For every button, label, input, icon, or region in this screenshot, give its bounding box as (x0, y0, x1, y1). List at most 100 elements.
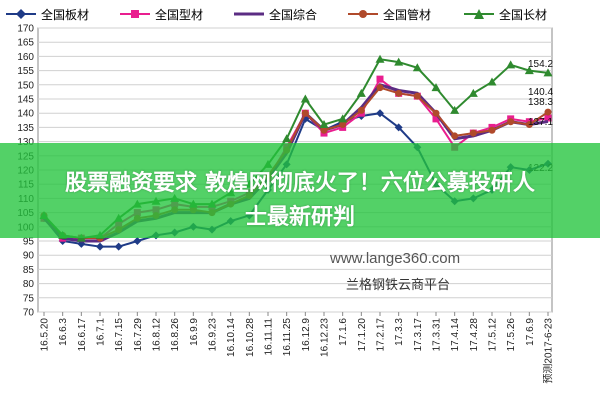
x-tick-label: 16.8.12 (152, 318, 163, 352)
data-point (300, 94, 310, 103)
data-point (431, 83, 441, 92)
banner-line-2: 士最新研判 (244, 205, 355, 230)
data-point (375, 54, 385, 63)
end-value-label: 140.4 (528, 87, 553, 98)
data-point (394, 123, 403, 132)
data-point (319, 120, 329, 129)
data-point (96, 242, 104, 251)
data-point (395, 89, 403, 97)
square-marker-icon (120, 10, 150, 18)
x-tick-label: 16.10.14 (226, 318, 237, 357)
data-point (356, 88, 366, 97)
data-point (488, 126, 496, 134)
chart-legend: 全国板材 全国型材 全国综合 全国管材 全国长材 (0, 0, 600, 30)
x-tick-label: 17.1.20 (357, 318, 368, 352)
data-point (413, 92, 421, 100)
x-tick-label: 17.3.17 (413, 318, 424, 352)
data-point (432, 115, 440, 123)
x-tick-label: 17.2.17 (376, 318, 387, 352)
data-point (451, 132, 459, 140)
y-tick-label: 70 (23, 308, 35, 319)
data-point (394, 57, 404, 66)
data-point (543, 68, 553, 77)
data-point (357, 106, 365, 114)
data-point (412, 63, 422, 72)
data-point (338, 114, 348, 123)
x-tick-label: 16.12.23 (320, 318, 331, 357)
x-tick-label: 16.7.29 (133, 318, 144, 352)
y-tick-label: 90 (23, 251, 35, 262)
x-tick-label: 16.6.3 (58, 318, 69, 346)
diamond-marker-icon (6, 9, 36, 19)
data-point (487, 77, 497, 86)
y-tick-label: 155 (17, 66, 34, 77)
y-tick-label: 165 (17, 38, 34, 49)
legend-item-long: 全国长材 (462, 6, 547, 22)
end-value-label: 137.1 (528, 117, 553, 128)
x-tick-label: 17.1.6 (338, 318, 349, 346)
data-point (506, 60, 516, 69)
y-tick-label: 75 (23, 293, 35, 304)
y-tick-label: 95 (23, 237, 35, 248)
data-point (376, 84, 384, 92)
data-point (507, 118, 515, 126)
x-tick-label: 16.7.1 (96, 318, 107, 346)
data-point (133, 237, 142, 245)
legend-label: 全国长材 (499, 7, 548, 22)
data-point (450, 105, 460, 114)
data-point (544, 108, 552, 116)
y-tick-label: 85 (23, 265, 35, 276)
data-point (468, 88, 478, 97)
banner-line-1: 股票融资要求 敦煌网彻底火了！六位公募投研人 (65, 171, 535, 196)
x-tick-label: 16.6.17 (77, 318, 88, 352)
y-tick-label: 140 (17, 109, 34, 120)
x-tick-label: 16.10.28 (245, 318, 256, 357)
line-marker-icon (234, 12, 264, 16)
x-tick-label: 16.7.15 (114, 318, 125, 352)
end-value-label: 154.2 (528, 59, 553, 70)
y-tick-label: 160 (17, 52, 34, 63)
y-tick-label: 170 (17, 24, 34, 35)
legend-item-composite: 全国综合 (232, 6, 317, 22)
legend-item-plate: 全国板材 (4, 6, 89, 22)
x-tick-label: 16.11.25 (282, 318, 293, 357)
x-tick-label: 17.3.31 (432, 318, 443, 352)
data-point (376, 75, 384, 83)
y-tick-label: 80 (23, 279, 35, 290)
data-point (339, 121, 347, 129)
end-value-label: 138.3 (528, 97, 553, 108)
data-point (376, 109, 384, 118)
y-tick-label: 135 (17, 123, 34, 134)
y-tick-label: 130 (17, 137, 34, 148)
data-point (544, 114, 552, 122)
y-tick-label: 145 (17, 95, 34, 106)
x-tick-label: 17.5.26 (506, 318, 517, 352)
legend-label: 全国板材 (41, 7, 90, 22)
triangle-marker-icon (464, 9, 494, 19)
headline-banner: 股票融资要求 敦煌网彻底火了！六位公募投研人 士最新研判 (0, 143, 600, 238)
x-tick-label: 16.11.11 (264, 318, 275, 356)
data-point (432, 109, 440, 117)
data-point (301, 109, 309, 117)
x-tick-label: 17.4.28 (469, 318, 480, 352)
legend-label: 全国型材 (155, 7, 204, 22)
x-tick-label: 17.5.12 (488, 318, 499, 352)
x-tick-label: 16.8.26 (170, 318, 181, 352)
legend-item-pipe: 全国管材 (346, 6, 431, 22)
data-point (524, 66, 534, 75)
data-point (114, 242, 123, 251)
x-tick-label: 16.5.20 (40, 318, 51, 352)
x-tick-label: 16.12.9 (301, 318, 312, 352)
circle-marker-icon (348, 10, 378, 18)
watermark-platform: 兰格钢铁云商平台 (346, 277, 451, 292)
watermark-site: www.lange360.com (330, 250, 461, 267)
x-tick-label: 16.9.23 (208, 318, 219, 352)
x-tick-label: 17.6.9 (525, 318, 536, 346)
x-tick-label: 17.3.3 (394, 318, 405, 346)
data-point (282, 134, 292, 143)
legend-item-section: 全国型材 (118, 6, 203, 22)
legend-label: 全国管材 (383, 7, 432, 22)
data-point (320, 126, 328, 134)
legend-label: 全国综合 (269, 7, 318, 22)
x-tick-label: 16.9.9 (189, 318, 200, 346)
